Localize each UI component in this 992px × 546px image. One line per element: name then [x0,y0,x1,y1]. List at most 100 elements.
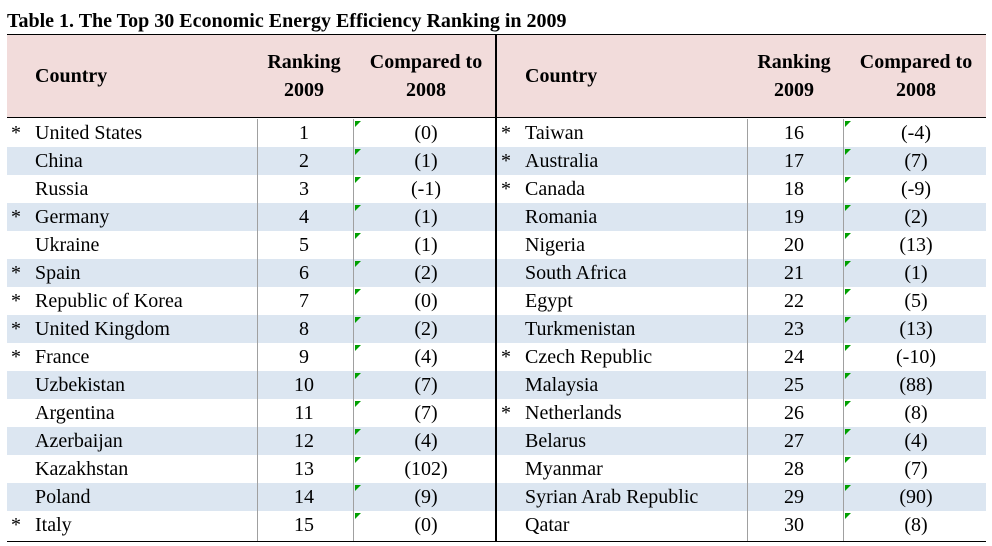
header-ranking: Ranking 2009 [747,35,841,117]
row-marker-star: * [501,150,511,172]
ranking-cell: 6 [299,262,309,284]
cell-comment-marker-icon [355,177,361,183]
ranking-cell: 24 [784,346,804,368]
ranking-cell: 22 [784,290,804,312]
table-row: Russia 3 (-1) [7,175,495,203]
cell-comment-marker-icon [355,345,361,351]
table-body-left: * United States 1 (0) China 2 (1) Russia 3 (-1) * G… [7,119,495,539]
ranking-table: Country Ranking 2009 Compared to 2008 * Uni… [7,34,986,542]
ranking-cell: 5 [299,234,309,256]
cell-comment-marker-icon [355,261,361,267]
country-cell: Uzbekistan [35,374,125,396]
country-cell: Argentina [35,402,115,424]
row-marker-star: * [11,514,21,536]
table-row: * France 9 (4) [7,343,495,371]
table-header: Country Ranking 2009 Compared to 2008 [7,35,495,118]
cell-comment-marker-icon [845,149,851,155]
country-cell: Romania [525,206,598,228]
header-compared-line2: 2008 [406,79,446,101]
compared-cell: (1) [414,150,438,172]
header-ranking-line1: Ranking [267,51,341,73]
compared-cell: (1) [414,206,438,228]
country-cell: United Kingdom [35,318,170,340]
table-row: * Germany 4 (1) [7,203,495,231]
compared-cell: (4) [904,430,928,452]
country-cell: Turkmenistan [525,318,636,340]
table-row: * United Kingdom 8 (2) [7,315,495,343]
country-cell: Malaysia [525,374,599,396]
column-divider [747,119,748,541]
row-marker-star: * [501,402,511,424]
header-country: Country [35,65,108,87]
table-left-half: Country Ranking 2009 Compared to 2008 * Uni… [7,35,495,541]
cell-comment-marker-icon [845,373,851,379]
cell-comment-marker-icon [845,261,851,267]
compared-cell: (5) [904,290,928,312]
cell-comment-marker-icon [845,317,851,323]
compared-cell: (7) [904,458,928,480]
center-divider [495,35,497,541]
compared-cell: (-9) [901,178,931,200]
table-row: Poland 14 (9) [7,483,495,511]
cell-comment-marker-icon [845,177,851,183]
table-row: Azerbaijan 12 (4) [7,427,495,455]
column-divider [257,119,258,541]
country-cell: Ukraine [35,234,100,256]
row-marker-star: * [11,346,21,368]
ranking-cell: 26 [784,402,804,424]
compared-cell: (90) [899,486,933,508]
table-row: Ukraine 5 (1) [7,231,495,259]
country-cell: Republic of Korea [35,290,183,312]
ranking-cell: 30 [784,514,804,536]
table-row: * Italy 15 (0) [7,511,495,539]
ranking-cell: 28 [784,458,804,480]
ranking-cell: 10 [294,374,314,396]
country-cell: Nigeria [525,234,585,256]
compared-cell: (0) [414,514,438,536]
ranking-cell: 18 [784,178,804,200]
ranking-cell: 8 [299,318,309,340]
cell-comment-marker-icon [355,149,361,155]
compared-cell: (7) [904,150,928,172]
header-compared: Compared to 2008 [849,35,983,117]
country-cell: Qatar [525,514,570,536]
ranking-cell: 15 [294,514,314,536]
ranking-cell: 25 [784,374,804,396]
compared-cell: (1) [414,234,438,256]
header-ranking-line2: 2009 [774,79,814,101]
cell-comment-marker-icon [845,345,851,351]
ranking-cell: 29 [784,486,804,508]
country-cell: Italy [35,514,72,536]
cell-comment-marker-icon [845,205,851,211]
compared-cell: (8) [904,402,928,424]
ranking-cell: 12 [294,430,314,452]
ranking-cell: 14 [294,486,314,508]
ranking-cell: 16 [784,122,804,144]
cell-comment-marker-icon [355,205,361,211]
cell-comment-marker-icon [845,121,851,127]
cell-comment-marker-icon [355,289,361,295]
cell-comment-marker-icon [355,121,361,127]
table-row: * Czech Republic 24 (-10) [497,343,986,371]
table-row: Egypt 22 (5) [497,287,986,315]
compared-cell: (9) [414,486,438,508]
compared-cell: (-10) [896,346,936,368]
country-cell: Netherlands [525,402,622,424]
header-ranking-line2: 2009 [284,79,324,101]
cell-comment-marker-icon [355,429,361,435]
table-row: * Canada 18 (-9) [497,175,986,203]
compared-cell: (2) [414,262,438,284]
ranking-cell: 13 [294,458,314,480]
row-marker-star: * [501,346,511,368]
table-row: Kazakhstan 13 (102) [7,455,495,483]
table-row: * Republic of Korea 7 (0) [7,287,495,315]
country-cell: Russia [35,178,89,200]
compared-cell: (-1) [411,178,441,200]
ranking-cell: 4 [299,206,309,228]
compared-cell: (4) [414,346,438,368]
table-row: Qatar 30 (8) [497,511,986,539]
compared-cell: (1) [904,262,928,284]
ranking-cell: 2 [299,150,309,172]
cell-comment-marker-icon [845,289,851,295]
header-compared-line1: Compared to [369,51,483,73]
